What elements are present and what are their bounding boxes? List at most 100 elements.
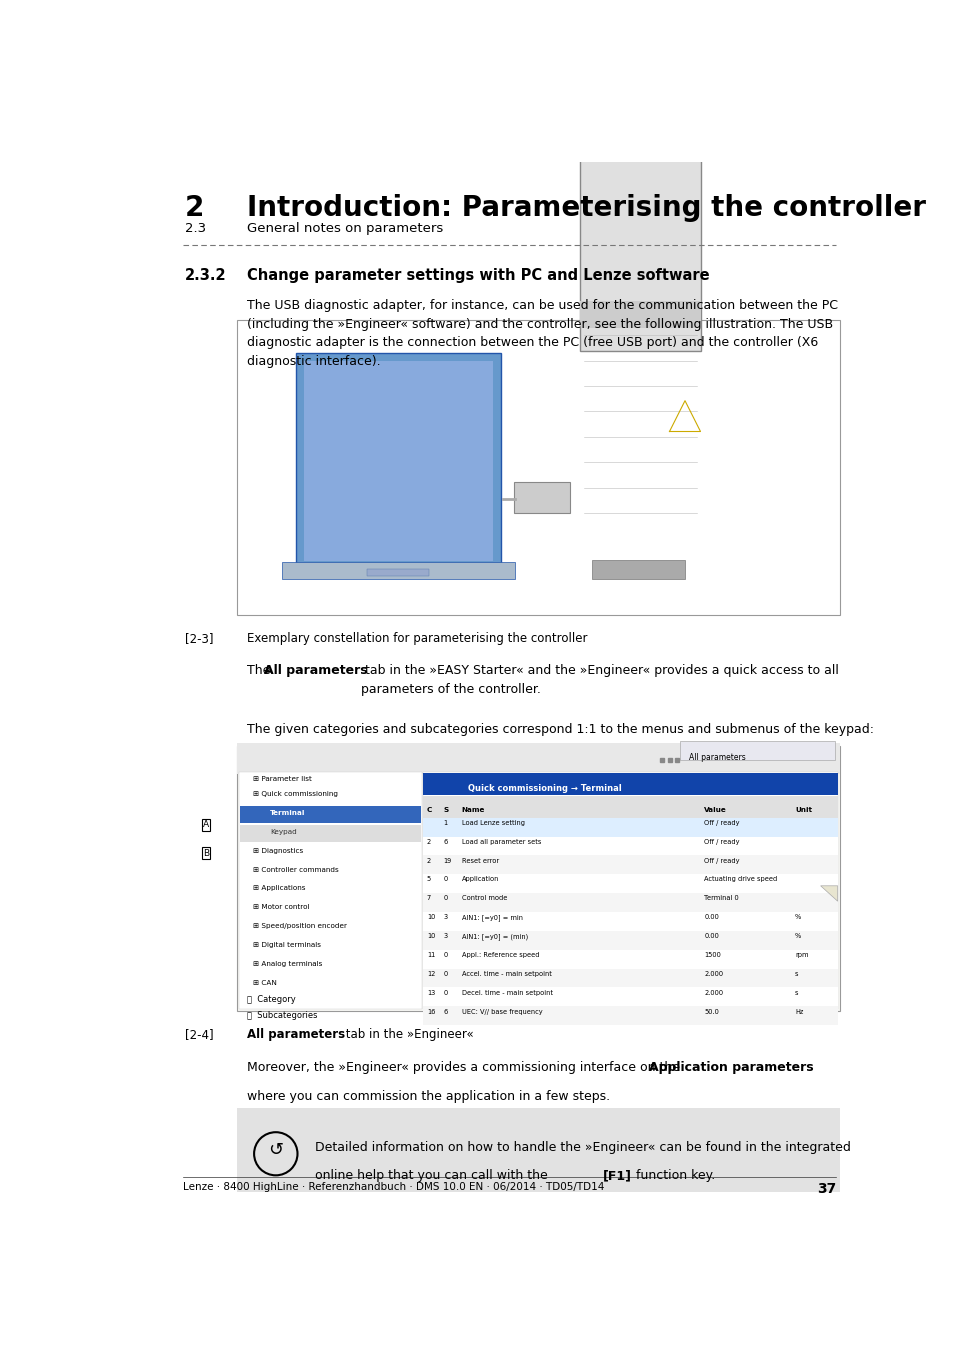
Text: ⊞ Diagnostics: ⊞ Diagnostics: [253, 848, 302, 853]
Bar: [236, 1107, 840, 1192]
Text: 10: 10: [427, 914, 435, 921]
Text: Name: Name: [461, 807, 485, 813]
Text: Decel. time - main setpoint: Decel. time - main setpoint: [461, 990, 552, 996]
Text: Change parameter settings with PC and Lenze software: Change parameter settings with PC and Le…: [247, 269, 709, 284]
Text: Off / ready: Off / ready: [703, 819, 740, 826]
Text: 19: 19: [443, 857, 451, 864]
Bar: [422, 856, 837, 875]
Polygon shape: [820, 886, 837, 902]
Text: UEC: V// base frequency: UEC: V// base frequency: [461, 1008, 542, 1014]
Text: AIN1: [=y0] = (min): AIN1: [=y0] = (min): [461, 933, 528, 940]
Text: C: C: [427, 807, 432, 813]
Text: B: B: [203, 849, 209, 857]
Text: All parameters: All parameters: [247, 1029, 345, 1041]
Text: tab in the »Engineer«: tab in the »Engineer«: [341, 1029, 473, 1041]
Text: 6: 6: [443, 1008, 447, 1014]
Bar: [236, 744, 840, 774]
Text: Appl.: Reference speed: Appl.: Reference speed: [461, 952, 538, 958]
Text: online help that you can call with the: online help that you can call with the: [314, 1169, 551, 1183]
Bar: [422, 1006, 837, 1025]
Bar: [240, 806, 420, 824]
Bar: [236, 320, 840, 614]
Text: 0: 0: [443, 952, 447, 958]
Text: 2.3.2: 2.3.2: [185, 269, 227, 284]
FancyBboxPatch shape: [579, 127, 700, 351]
Text: Application parameters: Application parameters: [648, 1061, 812, 1075]
Text: 2: 2: [427, 838, 431, 845]
Text: Application: Application: [461, 876, 498, 883]
Bar: [579, 301, 700, 328]
Text: Reset error: Reset error: [461, 857, 498, 864]
Text: Load Lenze setting: Load Lenze setting: [461, 819, 524, 826]
Bar: [422, 968, 837, 987]
Text: ⊞ Quick commissioning: ⊞ Quick commissioning: [253, 791, 337, 796]
FancyBboxPatch shape: [513, 482, 569, 513]
Text: function key.: function key.: [632, 1169, 715, 1183]
Text: 13: 13: [427, 990, 435, 996]
Text: 2.000: 2.000: [703, 990, 722, 996]
Text: 0.00: 0.00: [703, 933, 719, 940]
Bar: [422, 772, 837, 1008]
Bar: [422, 837, 837, 856]
Text: 2.3: 2.3: [185, 221, 206, 235]
Text: Terminal: Terminal: [270, 810, 305, 815]
Text: ⊞ Analog terminals: ⊞ Analog terminals: [253, 961, 321, 967]
Bar: [422, 774, 837, 795]
Text: AIN1: [=y0] = min: AIN1: [=y0] = min: [461, 914, 522, 921]
FancyBboxPatch shape: [679, 741, 835, 760]
Text: 2.000: 2.000: [703, 971, 722, 977]
Text: Lenze · 8400 HighLine · Referenzhandbuch · DMS 10.0 EN · 06/2014 · TD05/TD14: Lenze · 8400 HighLine · Referenzhandbuch…: [183, 1183, 603, 1192]
Text: Ⓑ  Subcategories: Ⓑ Subcategories: [247, 1011, 317, 1019]
Bar: [303, 360, 493, 560]
Text: 50.0: 50.0: [703, 1008, 719, 1014]
Bar: [422, 949, 837, 968]
Text: 10: 10: [427, 933, 435, 940]
Bar: [422, 875, 837, 894]
Text: s: s: [794, 971, 798, 977]
Text: 16: 16: [427, 1008, 435, 1014]
Text: 11: 11: [427, 952, 435, 958]
Text: 0: 0: [443, 971, 447, 977]
Bar: [239, 772, 421, 1008]
Text: S: S: [443, 807, 448, 813]
Text: [2-4]: [2-4]: [185, 1029, 213, 1041]
Text: ⊞ Applications: ⊞ Applications: [253, 886, 305, 891]
Text: where you can commission the application in a few steps.: where you can commission the application…: [247, 1089, 610, 1103]
Text: General notes on parameters: General notes on parameters: [247, 221, 443, 235]
FancyBboxPatch shape: [282, 563, 514, 579]
Text: Moreover, the »Engineer« provides a commissioning interface on the: Moreover, the »Engineer« provides a comm…: [247, 1061, 683, 1075]
Text: 6: 6: [443, 838, 447, 845]
Text: Load all parameter sets: Load all parameter sets: [461, 838, 540, 845]
Bar: [422, 913, 837, 931]
Text: ⊞ Speed/position encoder: ⊞ Speed/position encoder: [253, 923, 346, 929]
Text: ⊞ Digital terminals: ⊞ Digital terminals: [253, 942, 320, 948]
FancyBboxPatch shape: [295, 352, 500, 568]
Bar: [422, 818, 837, 837]
Text: All parameters: All parameters: [688, 752, 745, 761]
Text: 3: 3: [443, 914, 447, 921]
Text: All parameters: All parameters: [264, 664, 368, 678]
Bar: [592, 560, 684, 579]
Text: Hz: Hz: [794, 1008, 802, 1014]
Text: Quick commissioning → Terminal: Quick commissioning → Terminal: [468, 784, 621, 794]
Text: rpm: rpm: [794, 952, 808, 958]
Text: tab in the »EASY Starter« and the »Engineer« provides a quick access to all
para: tab in the »EASY Starter« and the »Engin…: [360, 664, 838, 695]
Text: 1500: 1500: [703, 952, 720, 958]
Text: A: A: [203, 821, 209, 829]
Text: s: s: [794, 990, 798, 996]
Bar: [240, 825, 420, 842]
Text: 1: 1: [443, 819, 447, 826]
Text: 0: 0: [443, 876, 447, 883]
Bar: [367, 568, 429, 576]
Text: Terminal 0: Terminal 0: [703, 895, 739, 902]
Bar: [422, 796, 837, 818]
Bar: [422, 987, 837, 1006]
Text: Keypad: Keypad: [270, 829, 296, 834]
Text: 0: 0: [443, 990, 447, 996]
Text: Actuating drive speed: Actuating drive speed: [703, 876, 777, 883]
Text: Detailed information on how to handle the »Engineer« can be found in the integra: Detailed information on how to handle th…: [314, 1142, 849, 1154]
Text: ↺: ↺: [268, 1142, 283, 1160]
Text: Exemplary constellation for parameterising the controller: Exemplary constellation for parameterisi…: [247, 632, 587, 645]
Text: Control mode: Control mode: [461, 895, 507, 902]
Text: ⊞ Motor control: ⊞ Motor control: [253, 904, 309, 910]
